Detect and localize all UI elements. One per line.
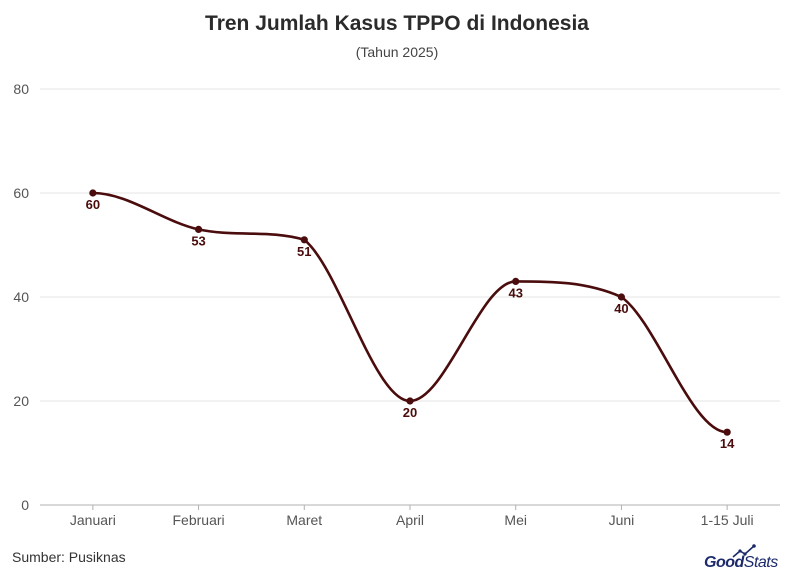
data-label: 60 <box>86 197 100 212</box>
data-point <box>89 189 97 197</box>
chart-subtitle: (Tahun 2025) <box>355 44 439 60</box>
data-point <box>617 293 626 301</box>
x-tick-label: Januari <box>70 512 116 528</box>
y-tick-label: 20 <box>13 393 29 409</box>
y-tick-label: 0 <box>21 497 29 513</box>
logo-wordmark: GoodStats <box>704 554 778 572</box>
series-line <box>92 191 728 434</box>
y-tick-label: 60 <box>13 185 29 201</box>
y-tick-label: 40 <box>13 289 29 305</box>
logo-stats: Stats <box>743 554 778 571</box>
data-point <box>406 397 414 405</box>
x-tick-label: Maret <box>286 512 322 528</box>
x-tick-label: April <box>396 512 424 528</box>
data-point <box>723 428 731 436</box>
data-label: 40 <box>614 301 628 316</box>
line-chart: 0 20 40 60 80 Januari Februari Maret April Mei Jun… <box>13 81 780 528</box>
data-point <box>512 277 520 285</box>
data-point <box>300 236 308 244</box>
data-label: 14 <box>720 436 735 451</box>
logo-good: Good <box>704 554 744 571</box>
data-point <box>194 225 203 233</box>
source-note: Sumber: Pusiknas <box>12 549 126 565</box>
data-label: 53 <box>191 233 205 248</box>
x-tick-label: Mei <box>504 512 527 528</box>
y-tick-label: 80 <box>13 81 29 97</box>
goodstats-logo: GoodStats <box>704 544 784 572</box>
data-label: 51 <box>297 244 311 259</box>
x-tick-label: 1-15 Juli <box>701 512 754 528</box>
data-label: 43 <box>508 285 522 300</box>
x-tick-label: Februari <box>173 512 225 528</box>
logo-spark-icon <box>732 544 756 558</box>
chart-title: Tren Jumlah Kasus TPPO di Indonesia <box>205 12 589 35</box>
data-label: 20 <box>403 405 417 420</box>
x-tick-label: Juni <box>609 512 635 528</box>
